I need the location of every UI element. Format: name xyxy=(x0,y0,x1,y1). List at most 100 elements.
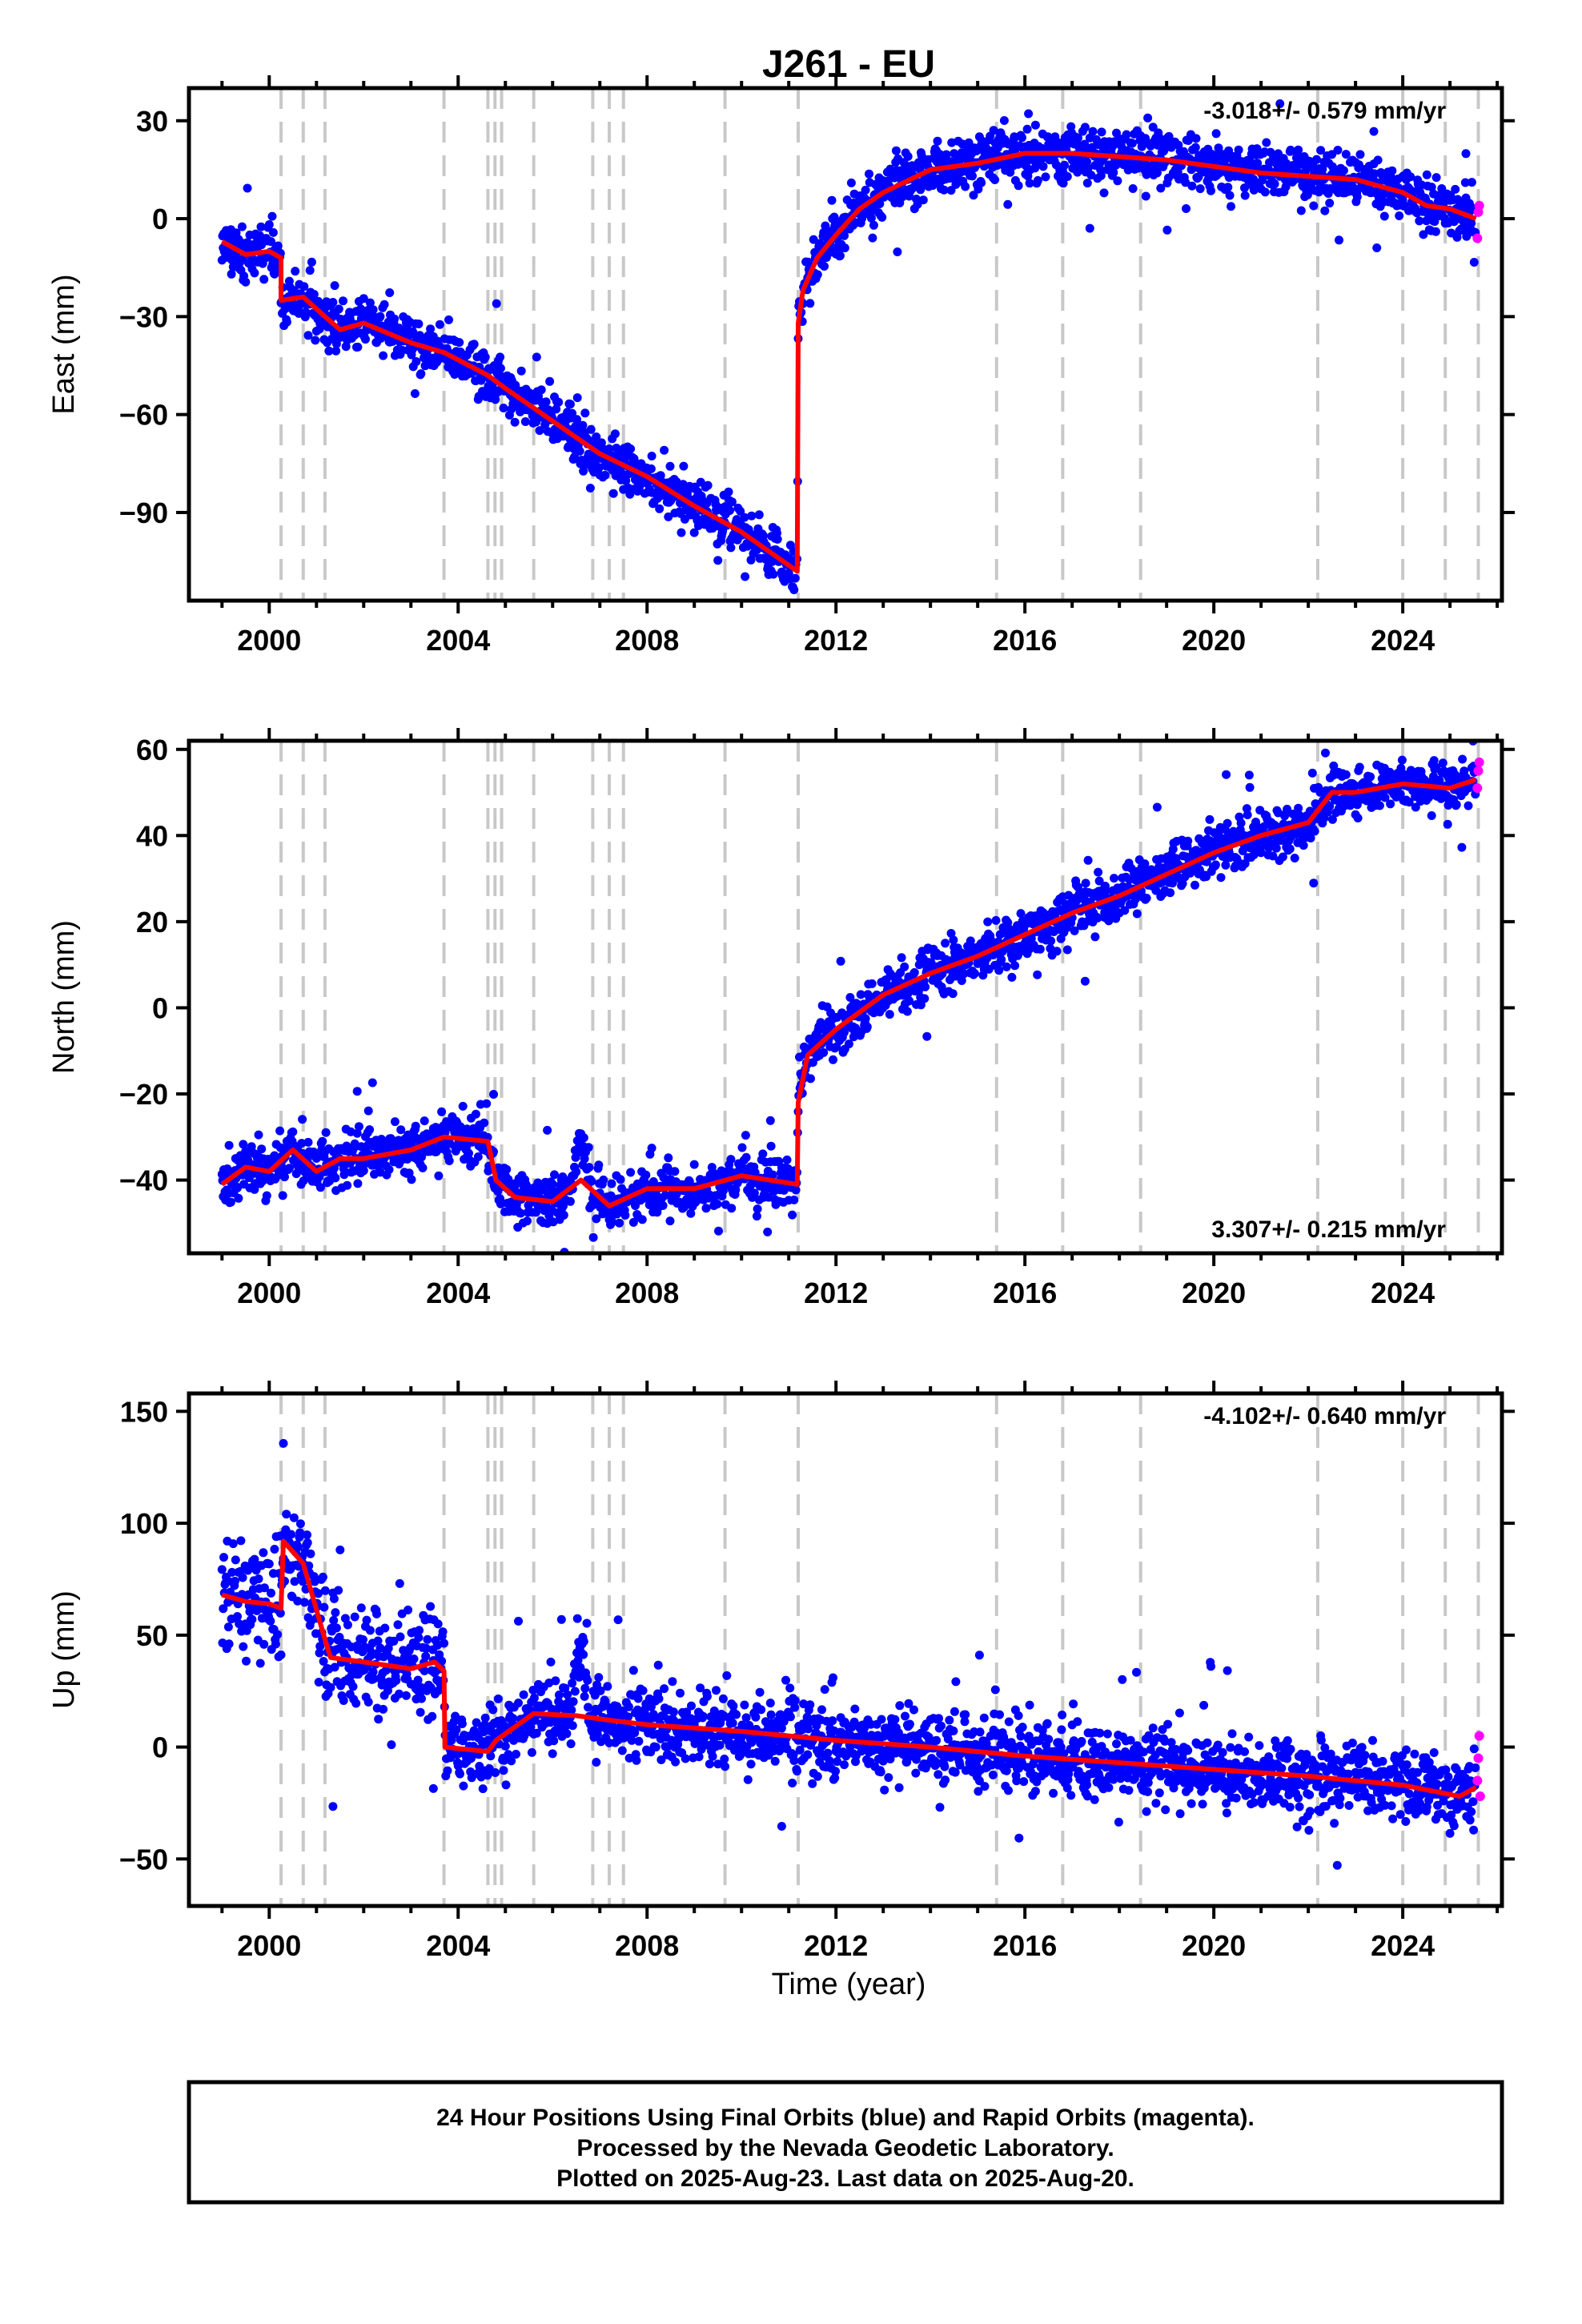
north-point xyxy=(480,1118,489,1128)
east-point xyxy=(950,149,959,159)
north-point xyxy=(1438,758,1447,768)
east-point xyxy=(241,277,251,287)
north-point xyxy=(1168,879,1177,888)
east-frame xyxy=(187,86,1504,603)
east-point xyxy=(1195,184,1205,194)
up-point xyxy=(224,1639,234,1649)
north-point xyxy=(297,1139,307,1148)
north-point xyxy=(223,1164,232,1173)
up-point xyxy=(242,1656,251,1666)
east-point xyxy=(585,484,595,493)
north-point xyxy=(946,929,956,938)
up-point xyxy=(259,1583,269,1593)
up-point xyxy=(231,1576,239,1586)
north-point xyxy=(897,953,906,963)
east-point xyxy=(736,506,745,516)
east-point xyxy=(1187,181,1197,191)
east-point xyxy=(918,195,928,205)
east-point xyxy=(933,136,942,146)
north-point xyxy=(1278,852,1287,862)
east-point xyxy=(1097,127,1106,137)
north-point xyxy=(609,1255,618,1264)
up-point xyxy=(287,1530,296,1539)
up-point xyxy=(389,1636,399,1646)
east-point xyxy=(869,220,878,230)
north-point xyxy=(1120,906,1130,915)
east-point xyxy=(1431,173,1441,183)
north-point xyxy=(970,969,979,978)
up-point xyxy=(440,1638,449,1648)
up-point xyxy=(409,1655,419,1663)
north-point xyxy=(1178,879,1187,888)
up-point xyxy=(290,1577,299,1586)
north-point xyxy=(718,1186,728,1196)
east-point xyxy=(516,366,526,376)
east-point xyxy=(724,487,733,497)
east-x-tick-label: 2024 xyxy=(1371,624,1435,657)
north-point xyxy=(1142,894,1151,903)
east-point xyxy=(1082,179,1092,188)
up-point xyxy=(459,1781,468,1791)
north-point xyxy=(686,1208,696,1218)
north-point xyxy=(1101,886,1110,895)
north-point xyxy=(957,976,966,985)
north-point xyxy=(1464,801,1473,810)
east-point xyxy=(586,424,596,434)
north-point xyxy=(1404,798,1414,807)
east-point xyxy=(303,331,313,340)
up-point xyxy=(223,1622,233,1632)
east-point xyxy=(520,417,530,426)
north-point xyxy=(288,1127,298,1136)
east-point xyxy=(741,572,750,581)
east-point xyxy=(1225,191,1235,200)
east-point xyxy=(1415,216,1424,226)
up-point xyxy=(271,1639,280,1649)
north-point xyxy=(689,1160,699,1169)
east-point xyxy=(570,452,579,462)
north-point xyxy=(417,1152,426,1162)
north-point xyxy=(1290,854,1299,862)
east-x-tick-label: 2000 xyxy=(237,624,301,657)
up-point xyxy=(306,1549,315,1558)
up-point xyxy=(236,1536,246,1546)
north-point xyxy=(921,982,930,991)
north-y-axis-label: North (mm) xyxy=(47,920,81,1074)
north-point xyxy=(418,1163,428,1172)
east-point xyxy=(291,267,300,276)
north-point xyxy=(1244,770,1254,780)
north-point xyxy=(1191,880,1199,890)
up-point xyxy=(401,1691,411,1700)
up-point xyxy=(372,1609,381,1618)
up-point xyxy=(289,1513,299,1522)
north-point xyxy=(579,1133,588,1143)
north-point xyxy=(543,1125,552,1135)
north-x-tick-label: 2024 xyxy=(1371,1277,1435,1309)
east-point xyxy=(961,182,970,191)
north-point xyxy=(788,1210,797,1220)
east-point xyxy=(754,510,764,520)
east-point xyxy=(1227,202,1235,211)
north-point xyxy=(620,1211,630,1220)
east-point xyxy=(969,191,978,200)
north-panel: 2000 2004 2008 2012 2016 2020 20246040200−20−4… xyxy=(47,728,1515,1309)
north-point xyxy=(559,1210,568,1220)
up-point xyxy=(315,1648,324,1658)
up-point xyxy=(423,1634,432,1644)
north-point xyxy=(845,993,855,1002)
east-point xyxy=(227,269,236,279)
east-point xyxy=(1395,211,1404,220)
east-point xyxy=(1460,178,1470,187)
north-point xyxy=(836,956,845,966)
north-rate-label: 3.307+/- 0.215 mm/yr xyxy=(1211,1216,1446,1243)
north-point xyxy=(1355,762,1364,772)
north-model-line xyxy=(220,777,1477,1208)
up-point xyxy=(282,1510,291,1519)
east-point xyxy=(339,296,347,306)
north-point xyxy=(941,939,950,948)
north-point xyxy=(737,1143,747,1152)
north-point xyxy=(844,1039,853,1049)
up-point xyxy=(222,1572,231,1582)
east-point xyxy=(875,199,885,208)
up-point xyxy=(329,1594,339,1603)
up-point xyxy=(231,1555,240,1565)
